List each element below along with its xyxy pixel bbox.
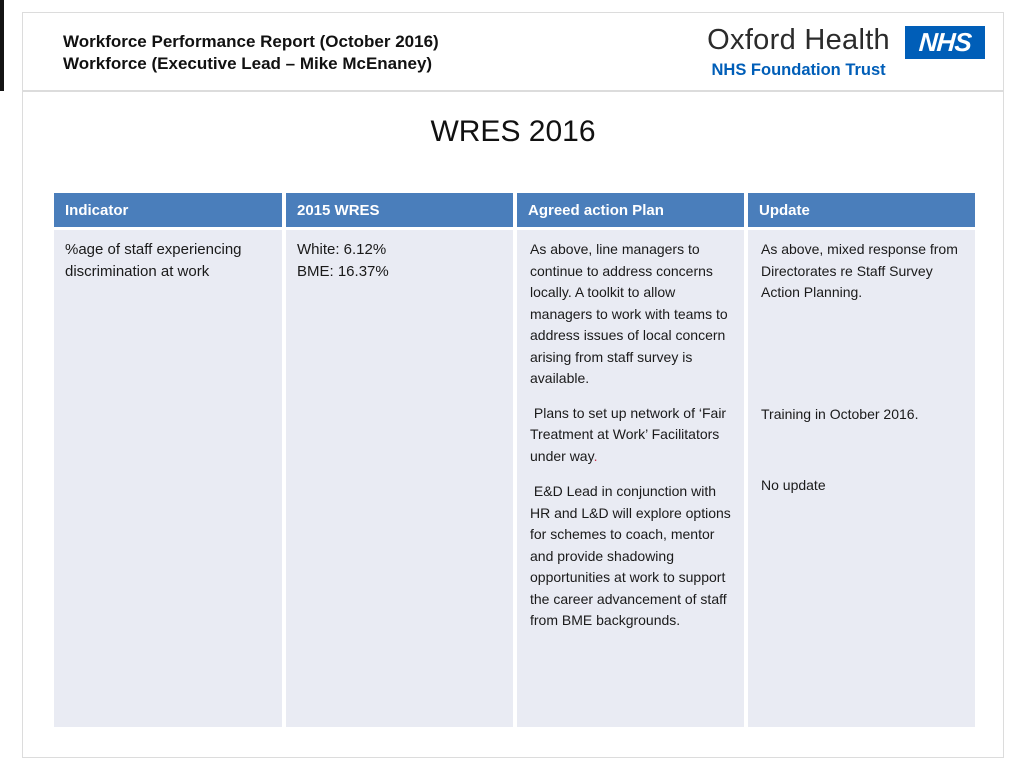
report-title: Workforce Performance Report (October 20… <box>63 31 439 74</box>
wres-white-value: White: 6.12% <box>297 241 387 258</box>
slide-header-band: Workforce Performance Report (October 20… <box>22 12 1004 91</box>
column-header-update: Update <box>748 193 975 227</box>
wres-table: Indicator 2015 WRES Agreed action Plan U… <box>54 193 975 727</box>
slide-title: WRES 2016 <box>430 115 596 148</box>
nhs-logo-icon: NHS <box>905 26 985 59</box>
update-paragraph-1: As above, mixed response from Directorat… <box>761 241 962 300</box>
oxford-health-nhs-logo: Oxford Health NHS Foundation Trust NHS <box>707 23 985 81</box>
action-paragraph-2-text: Plans to set up network of ‘Fair Treatme… <box>530 404 730 464</box>
column-header-agreed-action-plan: Agreed action Plan <box>517 193 744 227</box>
slide-content-area: WRES 2016 Indicator 2015 WRES Agreed act… <box>22 91 1004 758</box>
nhs-logo-text: NHS <box>918 27 973 57</box>
cell-2015-wres: White: 6.12% BME: 16.37% <box>286 230 513 727</box>
logo-text-block: Oxford Health NHS Foundation Trust <box>707 23 890 81</box>
action-paragraph-2: Plans to set up network of ‘Fair Treatme… <box>530 403 740 468</box>
action-paragraph-3: E&D Lead in conjunction with HR and L&D … <box>530 483 735 628</box>
report-title-line2: Workforce (Executive Lead – Mike McEnane… <box>63 53 433 73</box>
report-title-line1: Workforce Performance Report (October 20… <box>63 32 439 51</box>
left-edge-artifact <box>0 0 4 91</box>
logo-org-name: Oxford Health <box>707 24 890 56</box>
logo-trust-name: NHS Foundation Trust <box>711 61 886 79</box>
cell-agreed-action-plan: As above, line managers to continue to a… <box>517 230 744 727</box>
cell-indicator: %age of staff experiencing discriminatio… <box>54 230 282 727</box>
update-paragraph-3: No update <box>761 477 826 493</box>
update-paragraph-2: Training in October 2016. <box>761 405 919 422</box>
action-paragraph-2-red-period: . <box>593 447 598 464</box>
column-header-indicator: Indicator <box>54 193 282 227</box>
cell-update: As above, mixed response from Directorat… <box>748 230 975 727</box>
indicator-text: %age of staff experiencing discriminatio… <box>65 241 246 280</box>
action-paragraph-1: As above, line managers to continue to a… <box>530 241 732 386</box>
column-header-2015-wres: 2015 WRES <box>286 193 513 227</box>
wres-bme-value: BME: 16.37% <box>297 262 389 280</box>
